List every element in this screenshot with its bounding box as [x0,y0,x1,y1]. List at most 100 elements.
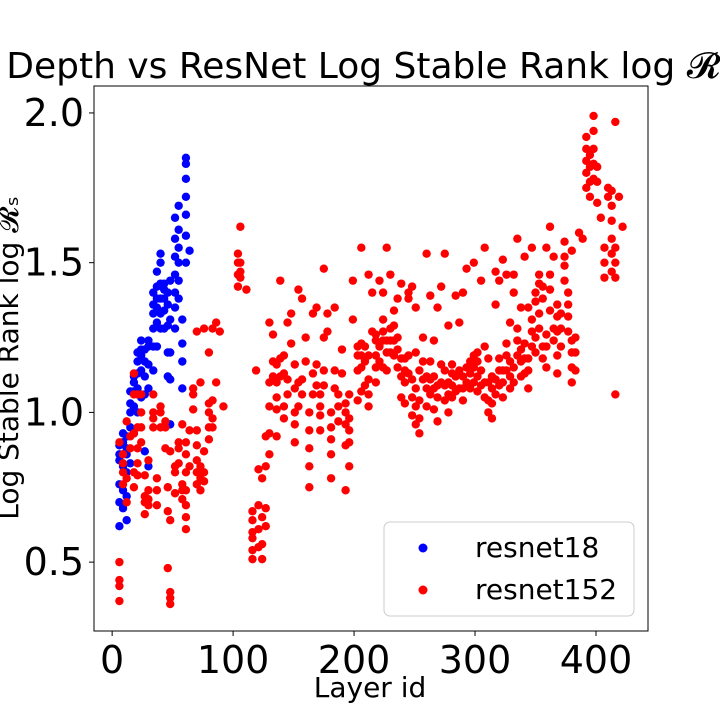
data-point-resnet152 [163,507,172,516]
data-point-resnet152 [433,303,442,312]
data-point-resnet152 [524,366,533,375]
legend-label-resnet18: resnet18 [475,531,599,564]
data-point-resnet152 [174,444,183,453]
data-point-resnet152 [556,342,566,351]
data-point-resnet152 [378,315,388,324]
data-point-resnet152 [118,459,128,468]
data-point-resnet152 [447,360,457,369]
data-point-resnet152 [345,462,354,471]
data-point-resnet18 [144,462,153,471]
data-point-resnet152 [337,369,347,378]
plot-frame [93,85,649,632]
data-point-resnet152 [192,426,202,435]
data-point-resnet152 [491,300,500,309]
data-point-resnet152 [509,288,518,297]
data-point-resnet152 [407,375,417,384]
data-point-resnet152 [491,267,500,276]
data-point-resnet152 [611,117,620,127]
data-point-resnet152 [254,501,263,510]
data-point-resnet152 [144,486,153,495]
data-point-resnet18 [144,384,153,393]
data-point-resnet152 [140,510,149,519]
data-point-resnet152 [312,303,321,312]
points-layer [115,111,627,609]
data-point-resnet152 [185,462,194,471]
data-point-resnet152 [487,399,497,408]
data-point-resnet152 [345,414,354,423]
data-point-resnet18 [166,375,175,384]
data-point-resnet152 [326,408,336,417]
data-point-resnet18 [163,300,172,309]
data-point-resnet152 [181,450,191,459]
data-point-resnet152 [415,366,424,375]
data-point-resnet152 [330,366,339,375]
data-point-resnet152 [330,303,339,312]
data-point-resnet152 [254,465,263,474]
data-point-resnet152 [301,357,310,366]
data-point-resnet152 [297,294,307,303]
data-point-resnet152 [495,276,504,285]
data-point-resnet152 [415,429,424,438]
data-point-resnet152 [126,444,135,453]
data-point-resnet152 [538,354,547,363]
data-point-resnet152 [170,489,180,498]
data-point-resnet152 [305,408,314,417]
data-point-resnet152 [268,330,278,339]
data-point-resnet152 [513,336,522,345]
data-point-resnet152 [161,417,170,426]
data-point-resnet152 [487,414,497,423]
data-point-resnet152 [115,438,124,447]
x-axis-ticks: 0 100 200 300 400 [100,631,632,682]
data-point-resnet152 [415,396,424,405]
data-point-resnet152 [502,339,511,348]
data-point-resnet152 [323,309,332,318]
data-point-resnet152 [600,273,609,282]
data-point-resnet152 [513,234,522,243]
data-point-resnet152 [527,315,537,324]
data-point-resnet152 [397,279,406,288]
data-point-resnet152 [166,599,175,609]
data-point-resnet152 [152,501,162,510]
data-point-resnet152 [257,539,267,549]
data-point-resnet152 [115,575,124,585]
data-point-resnet152 [418,333,428,342]
legend-box [383,521,635,617]
series-resnet18 [115,153,194,531]
x-tick-label: 100 [197,638,270,682]
data-point-resnet152 [611,390,620,399]
data-point-resnet152 [290,438,299,447]
data-point-resnet152 [276,276,285,285]
data-point-resnet18 [144,336,153,345]
data-point-resnet152 [140,471,149,480]
data-point-resnet152 [560,237,569,246]
data-point-resnet152 [371,378,381,387]
data-point-resnet152 [444,321,453,330]
chart-title: Depth vs ResNet Log Stable Rank log 𝓡ₛ [6,46,720,87]
data-point-resnet152 [611,243,620,252]
data-point-resnet152 [542,363,551,372]
data-point-resnet152 [378,288,388,297]
data-point-resnet152 [593,198,602,207]
data-point-resnet18 [149,366,158,375]
data-point-resnet152 [149,390,158,399]
data-point-resnet152 [208,396,217,405]
data-point-resnet152 [567,378,576,387]
data-point-resnet152 [188,384,198,393]
data-point-resnet18 [181,258,191,267]
data-point-resnet152 [476,276,486,285]
data-point-resnet152 [426,291,435,300]
y-tick-label: 0.5 [24,540,84,584]
data-point-resnet152 [261,504,270,513]
data-point-resnet152 [433,393,442,402]
data-point-resnet152 [600,243,609,252]
data-point-resnet152 [265,318,274,327]
data-point-resnet152 [215,327,224,336]
data-point-resnet152 [473,357,482,366]
data-point-resnet152 [393,333,402,342]
data-point-resnet152 [181,513,191,522]
data-point-resnet152 [188,390,198,399]
data-point-resnet152 [334,402,343,411]
data-point-resnet152 [308,390,318,399]
data-point-resnet152 [149,408,158,417]
data-point-resnet18 [181,153,191,163]
